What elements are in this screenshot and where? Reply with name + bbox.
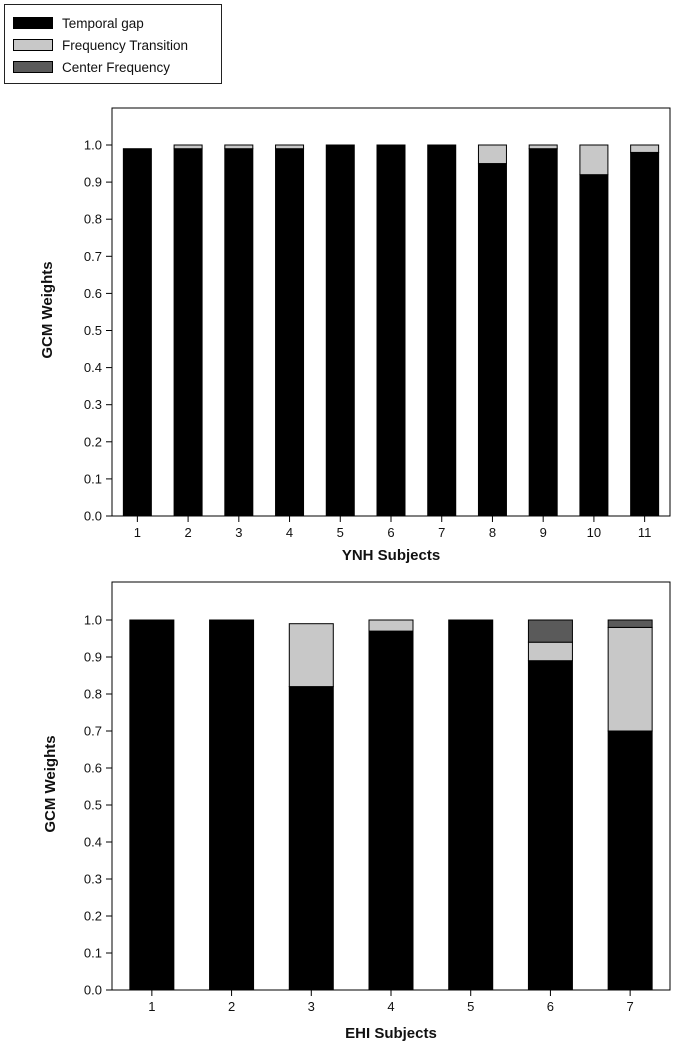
bar-segment-frequency-transition	[607, 626, 653, 732]
y-tick-label: 0.6	[84, 286, 102, 301]
x-tick-label: 3	[308, 999, 315, 1014]
x-axis-title: EHI Subjects	[345, 1025, 437, 1042]
bar-segment-frequency-transition	[477, 144, 507, 165]
bar-segment-temporal-gap	[224, 148, 254, 517]
y-tick-label: 1.0	[84, 613, 102, 628]
y-tick-label: 0.9	[84, 175, 102, 190]
bar-segment-frequency-transition	[579, 144, 609, 176]
x-tick-label: 7	[627, 999, 634, 1014]
x-tick-label: 5	[467, 999, 474, 1014]
y-tick-label: 0.7	[84, 724, 102, 739]
x-tick-label: 8	[489, 525, 496, 540]
x-tick-label: 3	[235, 525, 242, 540]
bar-segment-temporal-gap	[448, 619, 494, 991]
y-tick-label: 0.7	[84, 249, 102, 264]
x-tick-label: 6	[547, 999, 554, 1014]
y-axis-title: GCM Weights	[42, 735, 59, 832]
y-tick-label: 0.1	[84, 946, 102, 961]
y-axis-title: GCM Weights	[39, 261, 56, 358]
x-tick-label: 2	[184, 525, 191, 540]
legend-swatch-temporal-gap	[13, 17, 53, 29]
y-tick-label: 0.8	[84, 687, 102, 702]
bar-segment-temporal-gap	[527, 660, 573, 991]
bar-segment-temporal-gap	[209, 619, 255, 991]
bar-segment-temporal-gap	[630, 151, 660, 517]
bar-segment-temporal-gap	[325, 144, 355, 517]
x-tick-label: 9	[540, 525, 547, 540]
x-tick-label: 4	[286, 525, 293, 540]
y-tick-label: 0.0	[84, 509, 102, 524]
y-tick-label: 0.0	[84, 983, 102, 998]
x-tick-label: 1	[134, 525, 141, 540]
y-tick-label: 0.1	[84, 471, 102, 486]
bar-segment-frequency-transition	[224, 144, 254, 150]
y-tick-label: 1.0	[84, 138, 102, 153]
legend-label: Center Frequency	[62, 59, 171, 75]
bar-segment-frequency-transition	[173, 144, 203, 150]
legend-item-center-frequency: Center Frequency	[13, 58, 170, 76]
legend-label: Temporal gap	[62, 15, 144, 31]
bar-segment-temporal-gap	[122, 148, 152, 517]
legend-swatch-center-frequency	[13, 61, 53, 73]
bar-segment-temporal-gap	[579, 174, 609, 517]
y-tick-label: 0.5	[84, 798, 102, 813]
bar-segment-temporal-gap	[129, 619, 175, 991]
y-tick-label: 0.2	[84, 434, 102, 449]
chart-legend: Temporal gap Frequency Transition Center…	[4, 4, 222, 84]
x-tick-label: 2	[228, 999, 235, 1014]
bar-segment-center-frequency	[607, 619, 653, 628]
x-tick-label: 10	[587, 525, 601, 540]
bar-segment-temporal-gap	[477, 163, 507, 517]
bar-segment-temporal-gap	[173, 148, 203, 517]
bar-segment-temporal-gap	[368, 630, 414, 991]
legend-item-frequency-transition: Frequency Transition	[13, 36, 188, 54]
x-tick-label: 7	[438, 525, 445, 540]
y-tick-label: 0.3	[84, 872, 102, 887]
bar-segment-temporal-gap	[275, 148, 305, 517]
bar-segment-temporal-gap	[607, 730, 653, 991]
bar-segment-temporal-gap	[427, 144, 457, 517]
bar-segment-temporal-gap	[528, 148, 558, 517]
y-tick-label: 0.4	[84, 360, 102, 375]
bar-segment-frequency-transition	[630, 144, 660, 153]
bar-segment-center-frequency	[527, 619, 573, 643]
bar-segment-frequency-transition	[528, 144, 558, 150]
x-tick-label: 4	[387, 999, 394, 1014]
y-tick-label: 0.2	[84, 909, 102, 924]
x-tick-label: 6	[387, 525, 394, 540]
legend-swatch-frequency-transition	[13, 39, 53, 51]
bar-segment-frequency-transition	[368, 619, 414, 632]
x-axis-title: YNH Subjects	[342, 547, 440, 564]
y-tick-label: 0.4	[84, 835, 102, 850]
y-tick-label: 0.8	[84, 212, 102, 227]
x-tick-label: 11	[638, 525, 652, 540]
bar-segment-temporal-gap	[376, 144, 406, 517]
x-tick-label: 5	[337, 525, 344, 540]
bar-segment-temporal-gap	[288, 686, 334, 991]
bar-segment-frequency-transition	[275, 144, 305, 150]
legend-label: Frequency Transition	[62, 37, 189, 53]
bar-segment-frequency-transition	[527, 641, 573, 662]
y-tick-label: 0.9	[84, 650, 102, 665]
legend-item-temporal-gap: Temporal gap	[13, 14, 144, 32]
y-tick-label: 0.6	[84, 761, 102, 776]
x-tick-label: 1	[148, 999, 155, 1014]
y-tick-label: 0.3	[84, 397, 102, 412]
bar-segment-frequency-transition	[288, 623, 334, 688]
y-tick-label: 0.5	[84, 323, 102, 338]
